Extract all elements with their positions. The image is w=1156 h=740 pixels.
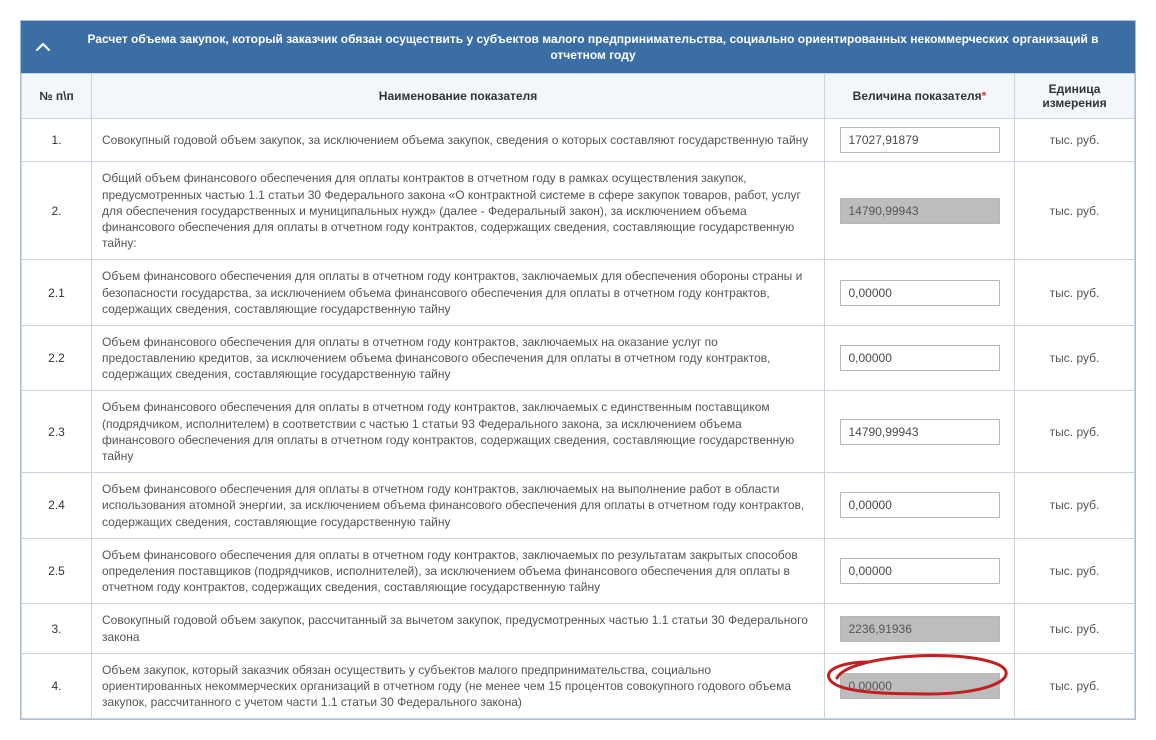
value-input: [840, 198, 1000, 224]
row-indicator-name: Объем финансового обеспечения для оплаты…: [92, 538, 825, 604]
row-unit: тыс. руб.: [1015, 260, 1135, 326]
table-row: 2.Общий объем финансового обеспечения дл…: [22, 162, 1135, 260]
row-value-cell: [825, 162, 1015, 260]
required-asterisk-icon: *: [982, 89, 987, 103]
row-indicator-name: Объем финансового обеспечения для оплаты…: [92, 260, 825, 326]
chevron-up-icon[interactable]: [35, 39, 51, 55]
value-input[interactable]: [840, 558, 1000, 584]
row-unit: тыс. руб.: [1015, 653, 1135, 719]
row-value-cell: [825, 653, 1015, 719]
row-number: 2.5: [22, 538, 92, 604]
row-number: 3.: [22, 604, 92, 653]
row-unit: тыс. руб.: [1015, 119, 1135, 162]
table-row: 2.2Объем финансового обеспечения для опл…: [22, 325, 1135, 391]
table-row: 4.Объем закупок, который заказчик обязан…: [22, 653, 1135, 719]
row-indicator-name: Объем финансового обеспечения для оплаты…: [92, 325, 825, 391]
row-value-cell: [825, 604, 1015, 653]
table-row: 2.4Объем финансового обеспечения для опл…: [22, 473, 1135, 539]
row-unit: тыс. руб.: [1015, 473, 1135, 539]
value-input[interactable]: [840, 419, 1000, 445]
value-input[interactable]: [840, 280, 1000, 306]
row-unit: тыс. руб.: [1015, 538, 1135, 604]
row-indicator-name: Совокупный годовой объем закупок, рассчи…: [92, 604, 825, 653]
panel-title: Расчет объема закупок, который заказчик …: [65, 31, 1121, 63]
table-row: 2.5Объем финансового обеспечения для опл…: [22, 538, 1135, 604]
table-row: 2.3Объем финансового обеспечения для опл…: [22, 391, 1135, 473]
row-value-cell: [825, 325, 1015, 391]
value-input: [840, 616, 1000, 642]
col-header-name: Наименование показателя: [92, 74, 825, 119]
row-number: 2.3: [22, 391, 92, 473]
indicators-table: № п\п Наименование показателя Величина п…: [21, 73, 1135, 719]
col-header-value: Величина показателя*: [825, 74, 1015, 119]
row-indicator-name: Совокупный годовой объем закупок, за иск…: [92, 119, 825, 162]
row-number: 2.4: [22, 473, 92, 539]
table-row: 1.Совокупный годовой объем закупок, за и…: [22, 119, 1135, 162]
row-unit: тыс. руб.: [1015, 325, 1135, 391]
col-header-value-text: Величина показателя: [853, 89, 982, 103]
row-unit: тыс. руб.: [1015, 604, 1135, 653]
row-unit: тыс. руб.: [1015, 391, 1135, 473]
row-number: 1.: [22, 119, 92, 162]
table-row: 3.Совокупный годовой объем закупок, расс…: [22, 604, 1135, 653]
value-input: [840, 673, 1000, 699]
value-input[interactable]: [840, 492, 1000, 518]
row-value-cell: [825, 391, 1015, 473]
row-number: 2.: [22, 162, 92, 260]
row-value-cell: [825, 119, 1015, 162]
row-value-cell: [825, 260, 1015, 326]
row-value-cell: [825, 473, 1015, 539]
row-number: 4.: [22, 653, 92, 719]
row-indicator-name: Общий объем финансового обеспечения для …: [92, 162, 825, 260]
row-unit: тыс. руб.: [1015, 162, 1135, 260]
col-header-unit: Единица измерения: [1015, 74, 1135, 119]
table-header-row: № п\п Наименование показателя Величина п…: [22, 74, 1135, 119]
value-input[interactable]: [840, 345, 1000, 371]
col-header-num: № п\п: [22, 74, 92, 119]
row-indicator-name: Объем финансового обеспечения для оплаты…: [92, 473, 825, 539]
row-indicator-name: Объем закупок, который заказчик обязан о…: [92, 653, 825, 719]
row-number: 2.2: [22, 325, 92, 391]
row-indicator-name: Объем финансового обеспечения для оплаты…: [92, 391, 825, 473]
value-input[interactable]: [840, 127, 1000, 153]
table-row: 2.1Объем финансового обеспечения для опл…: [22, 260, 1135, 326]
panel-header[interactable]: Расчет объема закупок, который заказчик …: [21, 21, 1135, 73]
procurement-panel: Расчет объема закупок, который заказчик …: [20, 20, 1136, 720]
row-value-cell: [825, 538, 1015, 604]
row-number: 2.1: [22, 260, 92, 326]
